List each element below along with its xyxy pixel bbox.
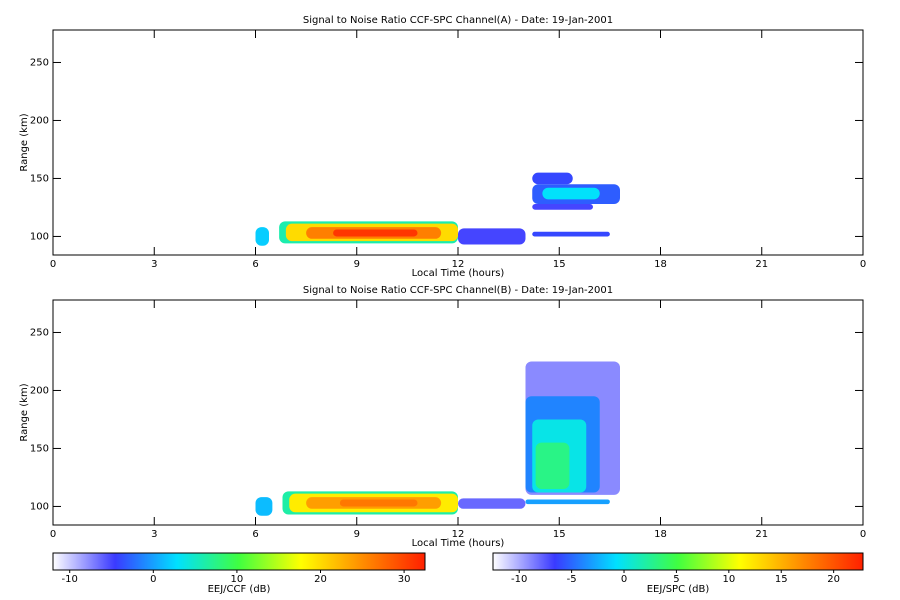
snr-cell (542, 187, 600, 200)
x-axis-label: Local Time (hours) (412, 268, 505, 279)
y-tick-label: 150 (30, 173, 49, 184)
x-tick-label: 0 (860, 529, 866, 540)
plot-frame (52, 29, 864, 256)
snr-cell (532, 231, 610, 237)
x-tick-label: 15 (553, 259, 566, 270)
colorbar-tick-label: -10 (62, 574, 78, 585)
snr-cell (535, 442, 570, 490)
panel: 0 3 6 9 12 15 18 21 0 100 150 200 250 Signal to Noise… (19, 285, 866, 549)
snr-cell (532, 203, 593, 210)
colorbar-tick-label: 20 (314, 574, 327, 585)
chart-title: Signal to Noise Ratio CCF-SPC Channel(B)… (303, 285, 613, 296)
colorbar-label: EEJ/CCF (dB) (208, 584, 271, 595)
x-tick-label: 3 (151, 259, 157, 270)
colorbar-tick-label: 5 (673, 574, 679, 585)
y-axis-label: Range (km) (19, 383, 30, 441)
x-tick-label: 0 (50, 259, 56, 270)
colorbar-tick-label: 0 (150, 574, 156, 585)
y-tick-label: 200 (30, 115, 49, 126)
colorbar-tick-label: 20 (827, 574, 840, 585)
snr-cell (525, 499, 610, 505)
colorbar-label: EEJ/SPC (dB) (647, 584, 710, 595)
colorbar-tick-label: 30 (398, 574, 411, 585)
snr-cell (255, 227, 269, 246)
colorbar-bar (492, 552, 864, 571)
x-tick-label: 21 (755, 259, 768, 270)
snr-cell (333, 229, 418, 237)
snr-cell (458, 228, 526, 245)
y-tick-label: 100 (30, 501, 49, 512)
colorbar-bar (52, 552, 426, 571)
snr-cell (458, 498, 526, 509)
snr-cell (532, 172, 573, 185)
y-tick-label: 250 (30, 57, 49, 68)
x-tick-label: 21 (755, 529, 768, 540)
x-tick-label: 6 (252, 529, 258, 540)
x-tick-label: 9 (354, 259, 360, 270)
axes: 0 3 6 9 12 15 18 21 0 100 150 200 250 (30, 299, 866, 540)
x-tick-label: 12 (452, 259, 465, 270)
colorbar-tick-label: -5 (567, 574, 577, 585)
colorbar: -10 0 10 20 30 EEJ/CCF (dB) (52, 552, 426, 595)
axes: 0 3 6 9 12 15 18 21 0 100 150 200 250 (30, 29, 866, 270)
x-tick-label: 15 (553, 529, 566, 540)
colorbar: -10 -5 0 5 10 15 20 EEJ/SPC (dB) (492, 552, 864, 595)
x-axis-label: Local Time (hours) (412, 538, 505, 549)
y-tick-label: 150 (30, 443, 49, 454)
chart-title: Signal to Noise Ratio CCF-SPC Channel(A)… (303, 15, 613, 26)
y-tick-label: 250 (30, 327, 49, 338)
colorbar-tick-label: 10 (231, 574, 244, 585)
x-tick-label: 0 (860, 259, 866, 270)
colorbar-tick-label: 0 (621, 574, 627, 585)
y-axis-label: Range (km) (19, 113, 30, 171)
x-tick-label: 6 (252, 259, 258, 270)
x-tick-label: 12 (452, 529, 465, 540)
y-tick-label: 100 (30, 231, 49, 242)
x-tick-label: 18 (654, 529, 667, 540)
snr-cell (339, 499, 418, 507)
colorbar-tick-label: -10 (511, 574, 527, 585)
panel: 0 3 6 9 12 15 18 21 0 100 150 200 250 Signal to Noise… (19, 15, 866, 279)
colorbar-tick-label: 15 (775, 574, 788, 585)
y-tick-label: 200 (30, 385, 49, 396)
x-tick-label: 9 (354, 529, 360, 540)
x-tick-label: 3 (151, 529, 157, 540)
x-tick-label: 0 (50, 529, 56, 540)
x-tick-label: 18 (654, 259, 667, 270)
snr-cell (255, 497, 273, 516)
colorbar-tick-label: 10 (722, 574, 735, 585)
plot-frame (52, 299, 864, 526)
